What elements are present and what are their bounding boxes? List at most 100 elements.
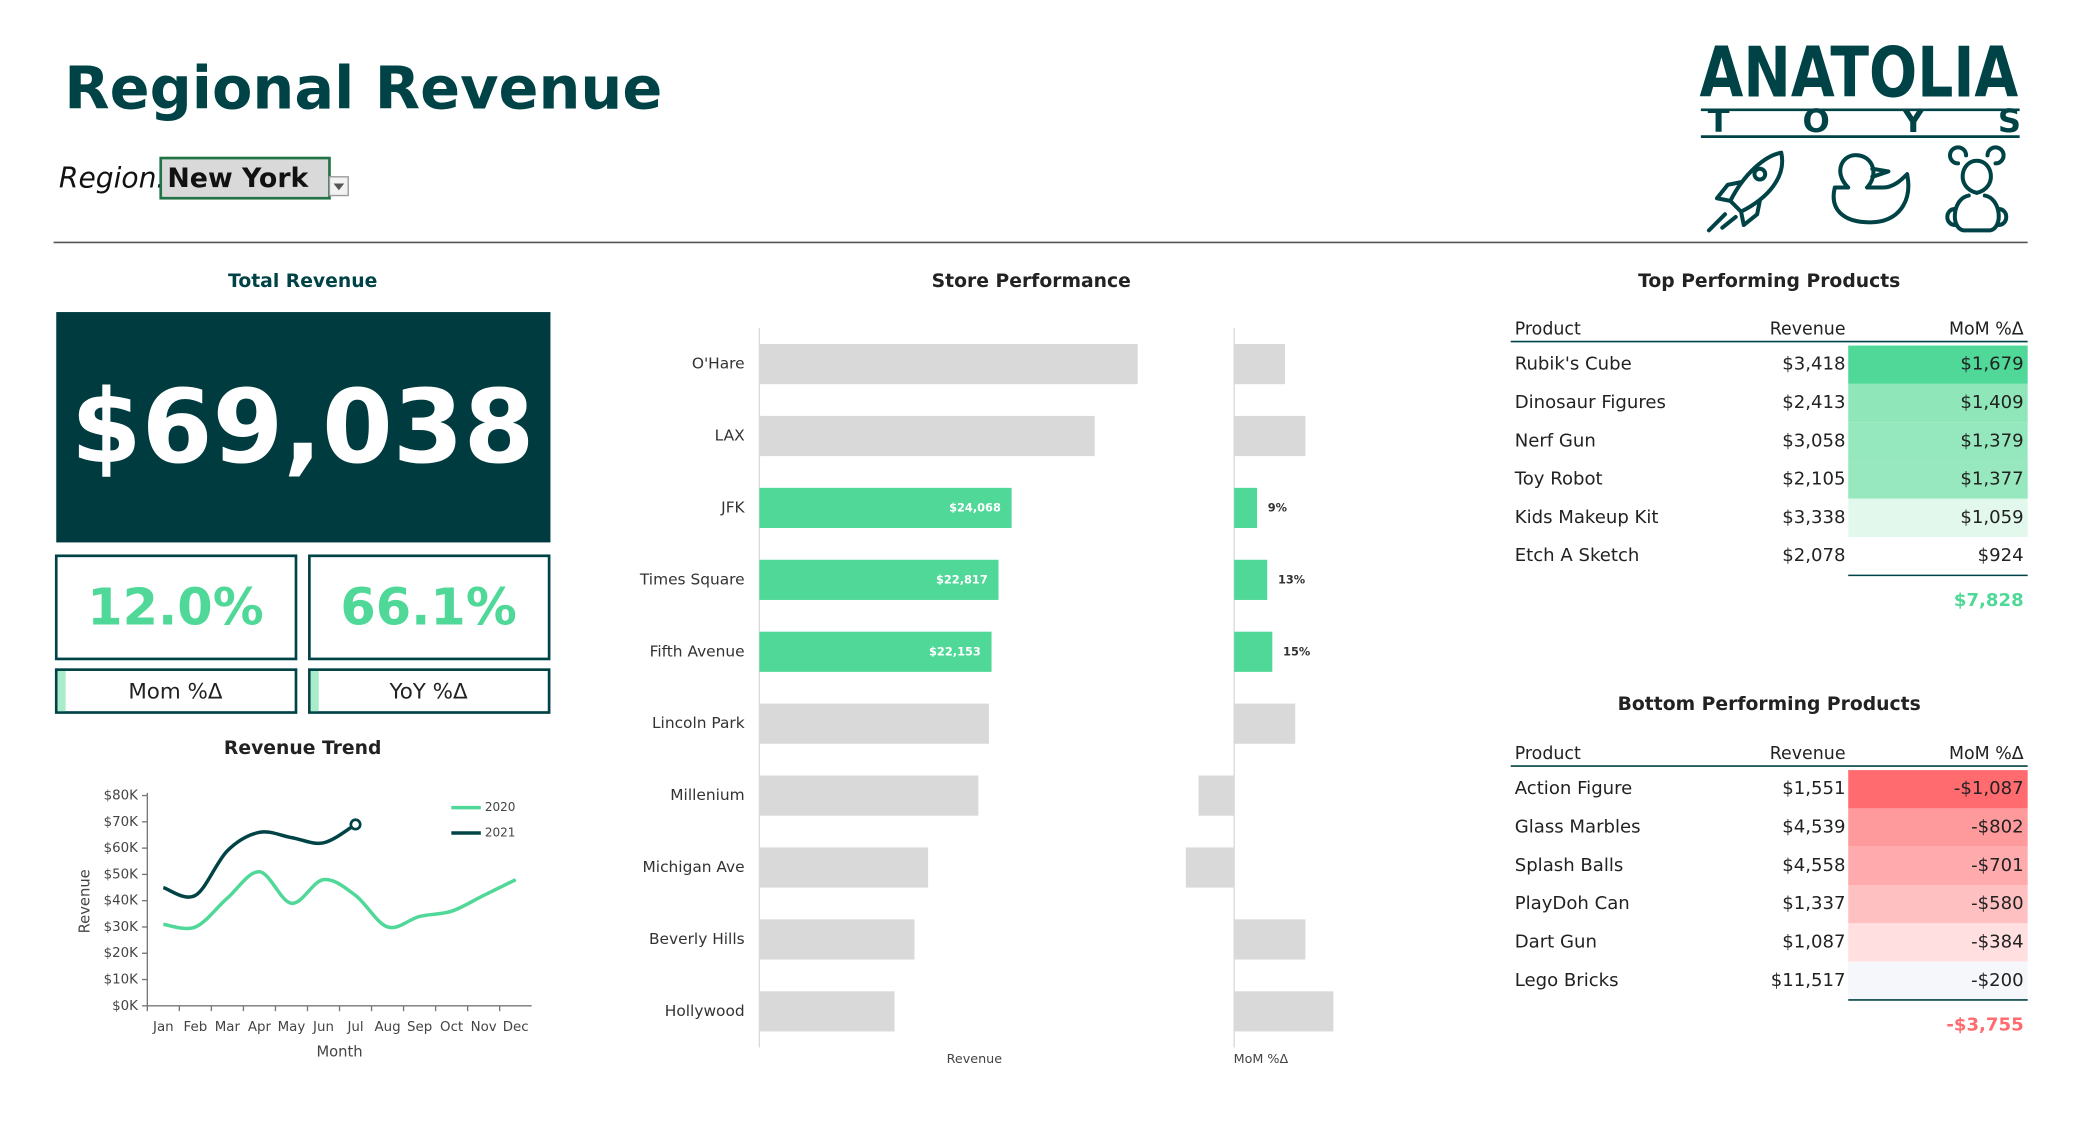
bar-value-label: $22,153 — [929, 644, 981, 658]
table-cell: -$384 — [1971, 931, 2024, 952]
x-tick-label: Dec — [503, 1020, 529, 1035]
bar — [759, 415, 1095, 457]
table-cell: Kids Makeup Kit — [1515, 507, 1659, 528]
category-label: Lincoln Park — [652, 714, 745, 732]
table-cell: -$701 — [1971, 855, 2024, 876]
rocket-window — [1752, 166, 1768, 182]
bar — [1234, 631, 1273, 672]
bar — [1185, 847, 1235, 888]
heat-cell — [1848, 808, 2028, 847]
table-cell: Etch A Sketch — [1515, 545, 1640, 566]
bar — [759, 703, 989, 744]
table-cell: $1,377 — [1960, 469, 2023, 490]
y-tick-label: $50K — [104, 867, 140, 882]
teddy-icon — [1945, 145, 2009, 233]
table-header: Revenue — [1770, 319, 1846, 339]
table-cell: $1,059 — [1960, 507, 2023, 528]
category-label: JFK — [720, 498, 745, 516]
kpi-card — [308, 554, 551, 661]
table-cell: Nerf Gun — [1515, 430, 1596, 451]
bar — [759, 559, 999, 600]
dropdown-arrow — [333, 183, 345, 191]
bar-value-label: 15% — [1283, 644, 1311, 658]
bar — [1234, 559, 1268, 600]
line-end-marker — [349, 818, 362, 831]
table-cell: $3,338 — [1782, 507, 1845, 528]
logo-icons — [1706, 145, 2009, 233]
table-cell: PlayDoh Can — [1515, 893, 1630, 914]
table-cell: $2,413 — [1782, 392, 1845, 413]
heat-cell — [1848, 846, 2028, 886]
bar — [759, 919, 915, 960]
y-tick-label: $30K — [104, 920, 140, 935]
heat-cell — [1848, 961, 2028, 1000]
heat-cell — [1848, 885, 2028, 924]
table-header: MoM %Δ — [1949, 319, 2024, 339]
rocket-icon — [1706, 150, 1785, 233]
table-cell: Splash Balls — [1515, 855, 1624, 876]
table-header: Product — [1515, 319, 1581, 339]
y-tick-label: $80K — [104, 789, 140, 804]
bar — [1234, 415, 1306, 457]
x-axis-label: Month — [316, 1044, 362, 1061]
x-tick-label: Oct — [440, 1020, 463, 1035]
heat-cell — [1848, 537, 2028, 576]
table-title: Bottom Performing Products — [1618, 694, 1921, 715]
y-tick-label: $20K — [104, 946, 140, 961]
legend-label: 2020 — [485, 800, 516, 814]
table-cell: -$580 — [1971, 893, 2024, 914]
region-value[interactable]: New York — [167, 163, 309, 194]
bar-value-label: 9% — [1268, 500, 1288, 514]
bar-value-label: $22,817 — [936, 572, 988, 586]
category-label: Beverly Hills — [649, 930, 745, 948]
x-tick-label: Jul — [346, 1020, 363, 1035]
table-header: MoM %Δ — [1949, 744, 2024, 764]
kpi-label: Mom %Δ — [128, 679, 223, 704]
total-card — [56, 312, 551, 543]
table-cell: $1,551 — [1782, 778, 1845, 799]
heat-cell — [1848, 383, 2028, 423]
table-cell: Lego Bricks — [1515, 970, 1619, 991]
heat-cell — [1848, 498, 2028, 538]
kpi-value: 66.1% — [340, 579, 517, 638]
heat-cell — [1848, 770, 2028, 809]
table-title: Top Performing Products — [1638, 271, 1900, 292]
kpi-label-box — [308, 668, 551, 714]
x-tick-label: Feb — [184, 1020, 208, 1035]
table-header: Product — [1515, 744, 1581, 764]
chart-title: Store Performance — [932, 271, 1131, 292]
axis-title: MoM %Δ — [1234, 1051, 1289, 1066]
table-total: -$3,755 — [1946, 1014, 2023, 1035]
x-tick-label: Mar — [215, 1020, 241, 1035]
category-label: Times Square — [639, 570, 745, 588]
region-dropdown[interactable] — [159, 156, 331, 200]
bar — [759, 775, 979, 816]
category-label: Hollywood — [665, 1002, 745, 1020]
table-cell: $924 — [1978, 545, 2024, 566]
line-series — [162, 822, 357, 899]
table-cell: $1,087 — [1782, 931, 1845, 952]
kpi-card — [54, 554, 298, 661]
heat-cell — [1848, 345, 2028, 384]
table-header: Revenue — [1770, 744, 1846, 764]
x-tick-label: Aug — [374, 1020, 400, 1035]
table-cell: $1,337 — [1782, 893, 1845, 914]
table-cell: $2,078 — [1782, 545, 1845, 566]
category-label: Fifth Avenue — [650, 642, 745, 660]
table-total: $7,828 — [1954, 590, 2024, 611]
table-cell: $1,409 — [1960, 392, 2023, 413]
bar — [759, 991, 895, 1032]
x-tick-label: Apr — [248, 1020, 272, 1035]
table-cell: $2,105 — [1782, 469, 1845, 490]
table-cell: Rubik's Cube — [1515, 354, 1632, 375]
category-label: Millenium — [670, 786, 744, 804]
table-cell: $1,379 — [1960, 430, 2023, 451]
heat-cell — [1848, 923, 2028, 962]
table-cell: -$1,087 — [1954, 778, 2024, 799]
bar-value-label: 13% — [1278, 572, 1306, 586]
y-tick-label: $40K — [104, 894, 140, 909]
bar — [1234, 344, 1286, 385]
y-tick-label: $0K — [112, 999, 139, 1014]
